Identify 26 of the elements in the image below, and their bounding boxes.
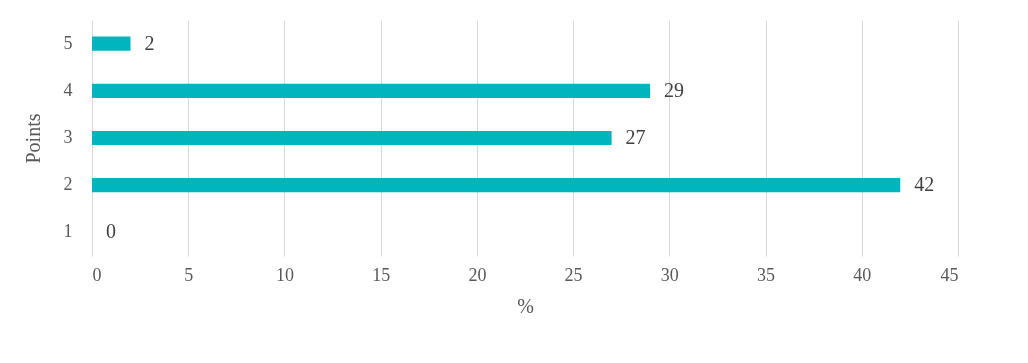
x-tick-label: 15 (372, 264, 391, 285)
y-tick-label: 5 (63, 32, 73, 53)
bar (92, 130, 612, 146)
data-label: 0 (106, 220, 116, 243)
x-tick-label: 45 (940, 264, 959, 285)
x-tick-label: 40 (853, 264, 872, 285)
y-tick-label: 2 (63, 174, 73, 195)
data-label: 42 (914, 173, 935, 196)
y-tick-label: 1 (63, 221, 73, 242)
data-label: 27 (625, 126, 646, 148)
data-label: 2 (144, 31, 155, 54)
data-label: 29 (664, 78, 685, 101)
x-tick-label: 0 (92, 264, 102, 285)
x-tick-label: 30 (660, 264, 679, 285)
x-tick-label: 5 (184, 264, 194, 285)
x-axis-title: % (517, 294, 534, 317)
bar (92, 36, 131, 51)
x-tick-label: 20 (468, 264, 487, 285)
x-tick-label: 25 (564, 264, 583, 285)
y-axis-title: Points (21, 113, 44, 164)
y-tick-label: 4 (63, 79, 73, 100)
x-tick-label: 10 (275, 264, 294, 285)
y-tick-label: 3 (63, 127, 73, 147)
bar (92, 178, 901, 193)
bar (92, 83, 651, 98)
x-tick-label: 35 (757, 264, 776, 285)
